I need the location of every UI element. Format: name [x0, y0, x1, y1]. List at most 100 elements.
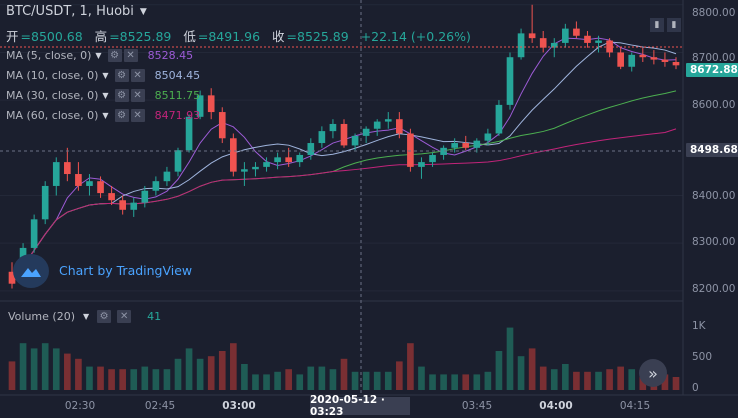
- candle: [418, 157, 425, 179]
- volume-bar: [64, 353, 71, 390]
- candle-body: [75, 174, 82, 186]
- indicator-label[interactable]: MA (10, close, 0): [6, 68, 99, 82]
- volume-bar: [163, 369, 171, 390]
- candle: [495, 100, 503, 136]
- crosshair-time-label: 2020-05-12 · 03:23: [310, 394, 410, 418]
- delete-icon[interactable]: ▮: [667, 18, 681, 32]
- volume-bar: [230, 343, 237, 390]
- candle-body: [152, 181, 160, 191]
- indicator-label[interactable]: MA (5, close, 0): [6, 48, 92, 62]
- candle: [218, 107, 226, 144]
- high-value: =8525.89: [109, 29, 172, 44]
- volume-bar: [130, 369, 138, 390]
- indicator-label[interactable]: MA (30, close, 0): [6, 88, 99, 102]
- chevron-down-icon[interactable]: ▼: [102, 90, 109, 100]
- volume-bar: [595, 371, 602, 390]
- volume-bar: [362, 371, 370, 390]
- close-icon[interactable]: ✕: [130, 108, 145, 122]
- indicator-ma5[interactable]: MA (5, close, 0) ▼ ⚙ ✕ 8528.45: [6, 47, 193, 63]
- volume-bar: [8, 361, 16, 390]
- settings-icon[interactable]: ⚙: [97, 310, 112, 323]
- candle: [562, 23, 569, 48]
- scroll-to-realtime-button[interactable]: »: [639, 359, 667, 387]
- close-icon[interactable]: ✕: [130, 68, 145, 82]
- close-icon[interactable]: ✕: [117, 310, 132, 323]
- volume-bar: [196, 358, 204, 390]
- candle-body: [307, 143, 315, 155]
- candle-body: [108, 193, 115, 201]
- volume-bar: [528, 348, 536, 390]
- candle-body: [318, 131, 326, 144]
- restore-icon[interactable]: ▮: [650, 18, 664, 32]
- volume-bar: [285, 369, 292, 390]
- candle-body: [141, 190, 149, 203]
- candle: [41, 181, 49, 225]
- settings-icon[interactable]: ⚙: [114, 88, 129, 102]
- candle-body: [119, 200, 126, 210]
- chevron-down-icon[interactable]: ▼: [139, 6, 147, 17]
- candle-body: [263, 162, 270, 167]
- volume-bar: [351, 371, 359, 390]
- tradingview-branding[interactable]: Chart by TradingView: [59, 263, 193, 278]
- candle-body: [8, 271, 16, 284]
- indicator-ma30[interactable]: MA (30, close, 0) ▼ ⚙ ✕ 8511.75: [6, 87, 200, 103]
- candle: [373, 119, 381, 136]
- candle: [30, 214, 38, 253]
- candle: [52, 157, 60, 196]
- indicator-ma60[interactable]: MA (60, close, 0) ▼ ⚙ ✕ 8471.93: [6, 107, 200, 123]
- candle: [97, 176, 104, 198]
- volume-bar: [440, 374, 447, 390]
- candle: [141, 185, 149, 208]
- candle-body: [163, 171, 171, 182]
- volume-bar: [617, 366, 624, 390]
- tradingview-logo-icon[interactable]: [13, 254, 49, 288]
- candle: [86, 174, 93, 196]
- chevron-down-icon[interactable]: ▼: [102, 110, 109, 120]
- candle-body: [617, 52, 624, 67]
- candle-body: [407, 133, 414, 167]
- candle-body: [230, 138, 237, 172]
- candle-body: [462, 143, 470, 148]
- settings-icon[interactable]: ⚙: [107, 48, 122, 62]
- low-value: =8491.96: [197, 29, 261, 44]
- chevron-down-icon[interactable]: ▼: [102, 70, 109, 80]
- chevron-down-icon[interactable]: ▼: [95, 50, 102, 60]
- candle-body: [362, 128, 370, 136]
- candle-body: [30, 219, 38, 248]
- volume-legend[interactable]: Volume (20) ▼ ⚙ ✕ 41: [8, 310, 161, 323]
- candle: [274, 152, 281, 170]
- settings-icon[interactable]: ⚙: [114, 68, 129, 82]
- settings-icon[interactable]: ⚙: [114, 108, 129, 122]
- volume-label[interactable]: Volume (20): [8, 310, 75, 323]
- candle-body: [97, 181, 104, 194]
- candle: [407, 128, 414, 172]
- close-icon[interactable]: ✕: [123, 48, 138, 62]
- candle: [108, 185, 115, 206]
- volume-bar: [119, 369, 126, 390]
- chevron-down-icon[interactable]: ▼: [83, 312, 90, 321]
- close-icon[interactable]: ✕: [130, 88, 145, 102]
- volume-bars: [8, 327, 680, 390]
- volume-bar: [484, 371, 492, 390]
- candle: [8, 262, 16, 289]
- candle-body: [584, 35, 591, 43]
- volume-bar: [75, 358, 82, 390]
- indicator-ma10[interactable]: MA (10, close, 0) ▼ ⚙ ✕ 8504.45: [6, 67, 200, 83]
- volume-bar: [573, 371, 580, 390]
- indicator-value: 8471.93: [154, 108, 201, 122]
- volume-bar: [263, 374, 270, 390]
- candle: [661, 52, 669, 67]
- symbol-title[interactable]: BTC/USDT, 1, Huobi: [6, 4, 134, 19]
- volume-bar: [207, 356, 215, 390]
- candle-body: [606, 40, 613, 53]
- volume-bar: [340, 358, 348, 390]
- candle-body: [550, 42, 558, 48]
- candle-body: [296, 154, 304, 163]
- volume-bar: [141, 366, 149, 390]
- volume-bar: [241, 364, 248, 390]
- indicator-label[interactable]: MA (60, close, 0): [6, 108, 99, 122]
- candle-body: [340, 123, 348, 146]
- volume-bar: [429, 374, 436, 390]
- symbol-header[interactable]: BTC/USDT, 1, Huobi ▼: [6, 4, 147, 19]
